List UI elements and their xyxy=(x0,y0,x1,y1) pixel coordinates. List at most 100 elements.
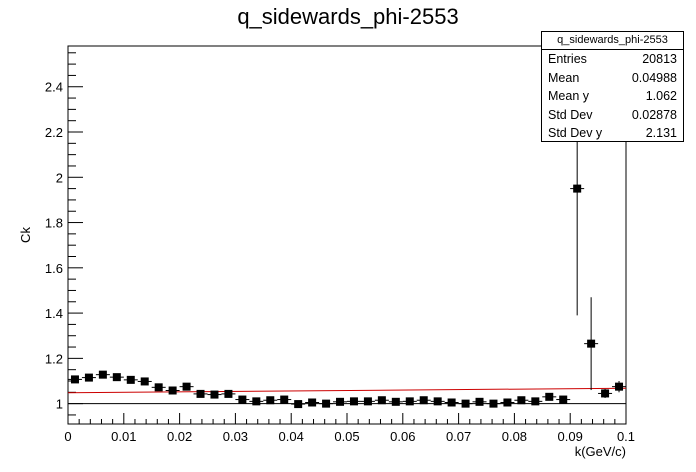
data-point xyxy=(416,396,431,405)
point-marker xyxy=(168,386,177,395)
y-tick-label: 2.4 xyxy=(45,80,63,95)
data-point xyxy=(193,389,208,398)
fit-line xyxy=(67,387,627,394)
point-marker xyxy=(322,399,331,408)
stats-row-mean-y: Mean y 1.062 xyxy=(542,87,683,106)
stats-value: 0.04988 xyxy=(631,70,677,85)
point-marker xyxy=(280,395,289,404)
data-point xyxy=(249,397,264,406)
point-marker xyxy=(140,377,149,386)
stats-label: Std Dev xyxy=(548,107,593,122)
data-point xyxy=(402,397,417,406)
data-point xyxy=(263,396,278,405)
data-point xyxy=(221,389,236,398)
stats-box: q_sidewards_phi-2553 Entries 20813 Mean 0.… xyxy=(541,31,684,142)
data-point xyxy=(179,382,194,391)
x-axis: 0 0.01 0.02 0.03 0.04 0.05 0.06 0.07 0.08 0.09 0.1 xyxy=(64,413,635,444)
point-marker xyxy=(238,395,247,404)
data-point xyxy=(123,375,138,384)
stats-label: Mean xyxy=(548,70,580,85)
point-marker xyxy=(224,389,233,398)
x-tick-label: 0.03 xyxy=(223,429,248,444)
stats-value: 2.131 xyxy=(645,126,677,140)
point-marker xyxy=(405,397,414,406)
point-marker xyxy=(475,397,484,406)
point-marker xyxy=(196,389,205,398)
data-point xyxy=(458,399,473,408)
point-marker xyxy=(461,399,470,408)
y-tick-label: 1.8 xyxy=(45,216,63,231)
x-tick-label: 0 xyxy=(64,429,71,444)
point-marker xyxy=(308,398,317,407)
y-tick-label: 1.4 xyxy=(45,306,63,321)
y-tick-label: 2.2 xyxy=(45,125,63,140)
point-marker xyxy=(126,375,135,384)
point-marker xyxy=(391,397,400,406)
point-marker xyxy=(531,397,540,406)
point-marker xyxy=(266,396,275,405)
y-tick-label: 2 xyxy=(56,170,63,185)
data-point xyxy=(346,397,361,406)
data-point xyxy=(207,390,222,399)
data-point xyxy=(514,396,529,405)
stats-row-entries: Entries 20813 xyxy=(542,50,683,69)
point-marker xyxy=(489,399,498,408)
point-marker xyxy=(377,396,386,405)
data-point xyxy=(305,398,320,407)
data-point xyxy=(360,397,375,406)
point-marker xyxy=(433,397,442,406)
point-marker xyxy=(615,382,624,391)
stats-row-std-dev: Std Dev 0.02878 xyxy=(542,106,683,125)
point-marker xyxy=(559,395,568,404)
point-marker xyxy=(573,184,582,193)
data-point xyxy=(500,398,515,407)
data-point xyxy=(67,375,82,384)
data-point xyxy=(542,392,557,401)
data-point xyxy=(165,386,180,395)
y-tick-label: 1 xyxy=(56,397,63,412)
data-point xyxy=(277,395,292,404)
data-point xyxy=(374,396,389,405)
point-marker xyxy=(349,397,358,406)
chart-title: q_sidewards_phi-2553 xyxy=(237,4,458,29)
stats-label: Std Dev y xyxy=(548,126,603,140)
data-point xyxy=(319,399,334,408)
data-point xyxy=(584,297,599,391)
data-point xyxy=(388,397,403,406)
data-point xyxy=(486,399,501,408)
point-marker xyxy=(98,370,107,379)
point-marker xyxy=(587,339,596,348)
stats-value: 1.062 xyxy=(645,89,677,103)
stats-title: q_sidewards_phi-2553 xyxy=(542,32,683,50)
point-marker xyxy=(363,397,372,406)
point-marker xyxy=(84,373,93,382)
stats-value: 20813 xyxy=(642,52,677,66)
x-tick-label: 0.01 xyxy=(111,429,136,444)
data-point xyxy=(291,400,306,409)
data-point xyxy=(556,395,571,404)
y-tick-label: 1.6 xyxy=(45,261,63,276)
point-marker xyxy=(517,396,526,405)
point-marker xyxy=(503,398,512,407)
point-marker xyxy=(210,390,219,399)
x-tick-label: 0.1 xyxy=(617,429,635,444)
stats-row-mean: Mean 0.04988 xyxy=(542,69,683,88)
x-tick-label: 0.07 xyxy=(446,429,471,444)
x-axis-label: k(GeV/c) xyxy=(575,444,626,459)
y-axis: 1 1.2 1.4 1.6 1.8 2 2.2 2.4 xyxy=(45,52,83,416)
stats-label: Entries xyxy=(548,52,587,66)
x-tick-label: 0.06 xyxy=(390,429,415,444)
data-point xyxy=(109,373,124,382)
data-point xyxy=(137,377,152,386)
point-marker xyxy=(154,383,163,392)
point-marker xyxy=(294,400,303,409)
data-point xyxy=(528,397,543,406)
x-tick-label: 0.08 xyxy=(502,429,527,444)
data-points xyxy=(67,61,627,409)
point-marker xyxy=(70,375,79,384)
x-tick-label: 0.04 xyxy=(279,429,304,444)
data-point xyxy=(151,383,166,392)
data-point xyxy=(472,397,487,406)
point-marker xyxy=(112,373,121,382)
